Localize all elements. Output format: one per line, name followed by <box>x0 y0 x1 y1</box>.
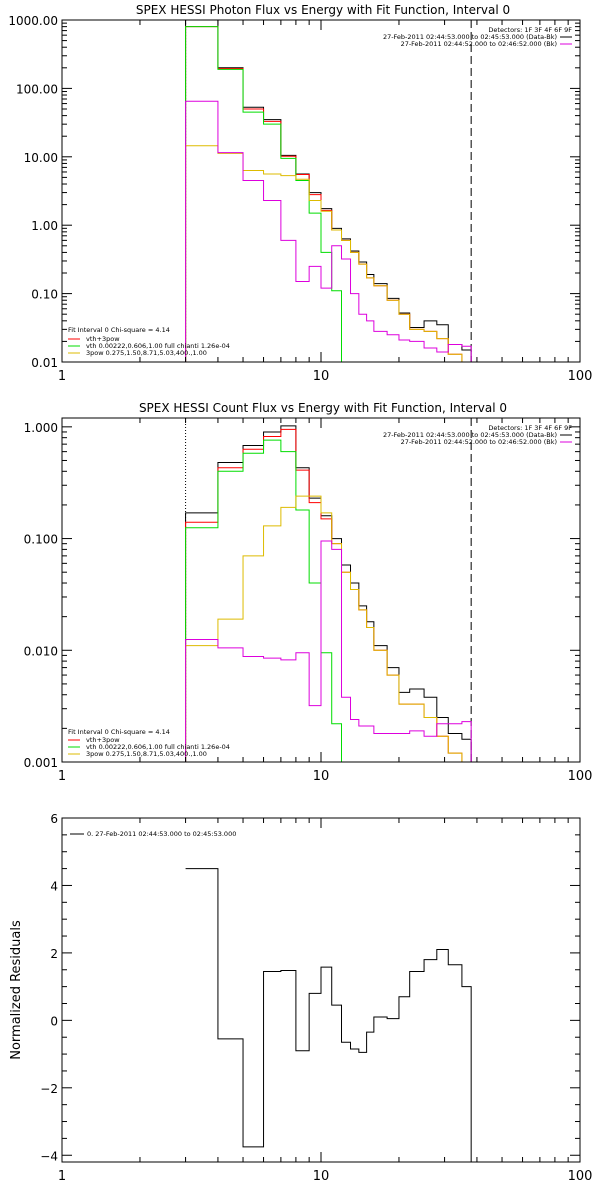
residual-legend-label: 0. 27-Feb-2011 02:44:53.000 to 02:45:53.… <box>87 830 236 838</box>
x-tick-label: 10 <box>313 769 330 784</box>
legend-item-vth-3pow: vth+3pow <box>86 736 120 744</box>
y-tick-label: 0.01 <box>31 356 58 370</box>
plot-frame <box>61 19 581 363</box>
fit-interval-label: Fit Interval 0 Chi-square = 4.14 <box>68 326 170 334</box>
legend-item-vth-3pow: vth+3pow <box>86 335 120 343</box>
y-tick-label: 0.010 <box>24 644 58 658</box>
legend-bk-interval: 27-Feb-2011 02:44:52.000 to 02:46:52.000… <box>401 40 557 48</box>
legend-top-right: Detectors: 1F 3F 4F 6F 9F 27-Feb-2011 02… <box>383 26 572 48</box>
series-0-histogram <box>185 425 472 762</box>
photon-flux-panel: SPEX HESSI Photon Flux vs Energy with Fi… <box>8 3 592 384</box>
legend-item-vth: vth 0.00222,0.606,1.00 full chianti 1.26… <box>86 743 230 751</box>
y-tick-label: −2 <box>40 1082 58 1096</box>
series-1-histogram <box>185 26 472 363</box>
y-tick-label: 0.10 <box>31 288 58 302</box>
legend-bk-interval: 27-Feb-2011 02:44:52.000 to 02:46:52.000… <box>401 438 557 446</box>
legend-item-3pow: 3pow 0.275,1.50,8.71,5.03,400.,1.00 <box>86 750 207 758</box>
y-tick-label: 0 <box>50 1014 58 1028</box>
x-tick-label: 100 <box>568 369 593 384</box>
y-axis-label: Normalized Residuals <box>9 920 24 1060</box>
x-tick-label: 1 <box>58 369 66 384</box>
y-tick-label: 6 <box>50 812 58 826</box>
y-tick-label: 0.100 <box>24 533 58 547</box>
series-2-histogram <box>185 26 351 363</box>
residual-legend: 0. 27-Feb-2011 02:44:53.000 to 02:45:53.… <box>70 830 236 838</box>
legend-data-interval: 27-Feb-2011 02:44:53.000 to 02:45:53.000… <box>383 33 557 41</box>
y-tick-label: 0.001 <box>24 756 58 770</box>
legend-detectors: Detectors: 1F 3F 4F 6F 9F <box>488 26 572 34</box>
x-tick-label: 1 <box>58 769 66 784</box>
series-1-histogram <box>185 428 472 763</box>
y-tick-label: 1.000 <box>24 421 58 435</box>
x-tick-label: 10 <box>313 369 330 384</box>
y-tick-label: 2 <box>50 947 58 961</box>
y-tick-label: 10.00 <box>24 151 58 165</box>
x-tick-label: 100 <box>568 1169 593 1184</box>
x-tick-label: 1 <box>58 1169 66 1184</box>
series-2-histogram <box>185 439 351 763</box>
series-0-histogram <box>185 19 472 362</box>
legend-detectors: Detectors: 1F 3F 4F 6F 9F <box>488 424 572 432</box>
series-4-histogram <box>185 540 472 762</box>
residuals-panel: 1 10 100 −4 −2 0 2 4 6 Normalized Residuals 0. 2… <box>9 812 592 1184</box>
series-3-histogram <box>185 145 472 363</box>
chart-title: SPEX HESSI Count Flux vs Energy with Fit… <box>139 401 507 415</box>
chart-title: SPEX HESSI Photon Flux vs Energy with Fi… <box>136 3 510 17</box>
legend-bottom-left: Fit Interval 0 Chi-square = 4.14 vth+3po… <box>68 728 230 758</box>
series-3-histogram <box>185 495 472 763</box>
series-0-histogram <box>185 868 472 1162</box>
y-tick-label: 4 <box>50 879 58 893</box>
legend-item-3pow: 3pow 0.275,1.50,8.71,5.03,400.,1.00 <box>86 349 207 357</box>
legend-top-right: Detectors: 1F 3F 4F 6F 9F 27-Feb-2011 02… <box>383 424 572 446</box>
x-tick-label: 100 <box>568 769 593 784</box>
count-flux-panel: SPEX HESSI Count Flux vs Energy with Fit… <box>24 401 593 784</box>
legend-bottom-left: Fit Interval 0 Chi-square = 4.14 vth+3po… <box>68 326 230 357</box>
legend-item-vth: vth 0.00222,0.606,1.00 full chianti 1.26… <box>86 342 230 350</box>
series-4-histogram <box>185 100 472 362</box>
y-tick-label: −4 <box>40 1149 58 1163</box>
fit-interval-label: Fit Interval 0 Chi-square = 4.14 <box>68 728 170 736</box>
y-tick-label: 100.00 <box>16 82 58 96</box>
x-tick-label: 10 <box>313 1169 330 1184</box>
y-tick-label: 1.00 <box>31 219 58 233</box>
legend-data-interval: 27-Feb-2011 02:44:53.000 to 02:45:53.000… <box>383 431 557 439</box>
y-tick-label: 1000.00 <box>8 14 58 28</box>
